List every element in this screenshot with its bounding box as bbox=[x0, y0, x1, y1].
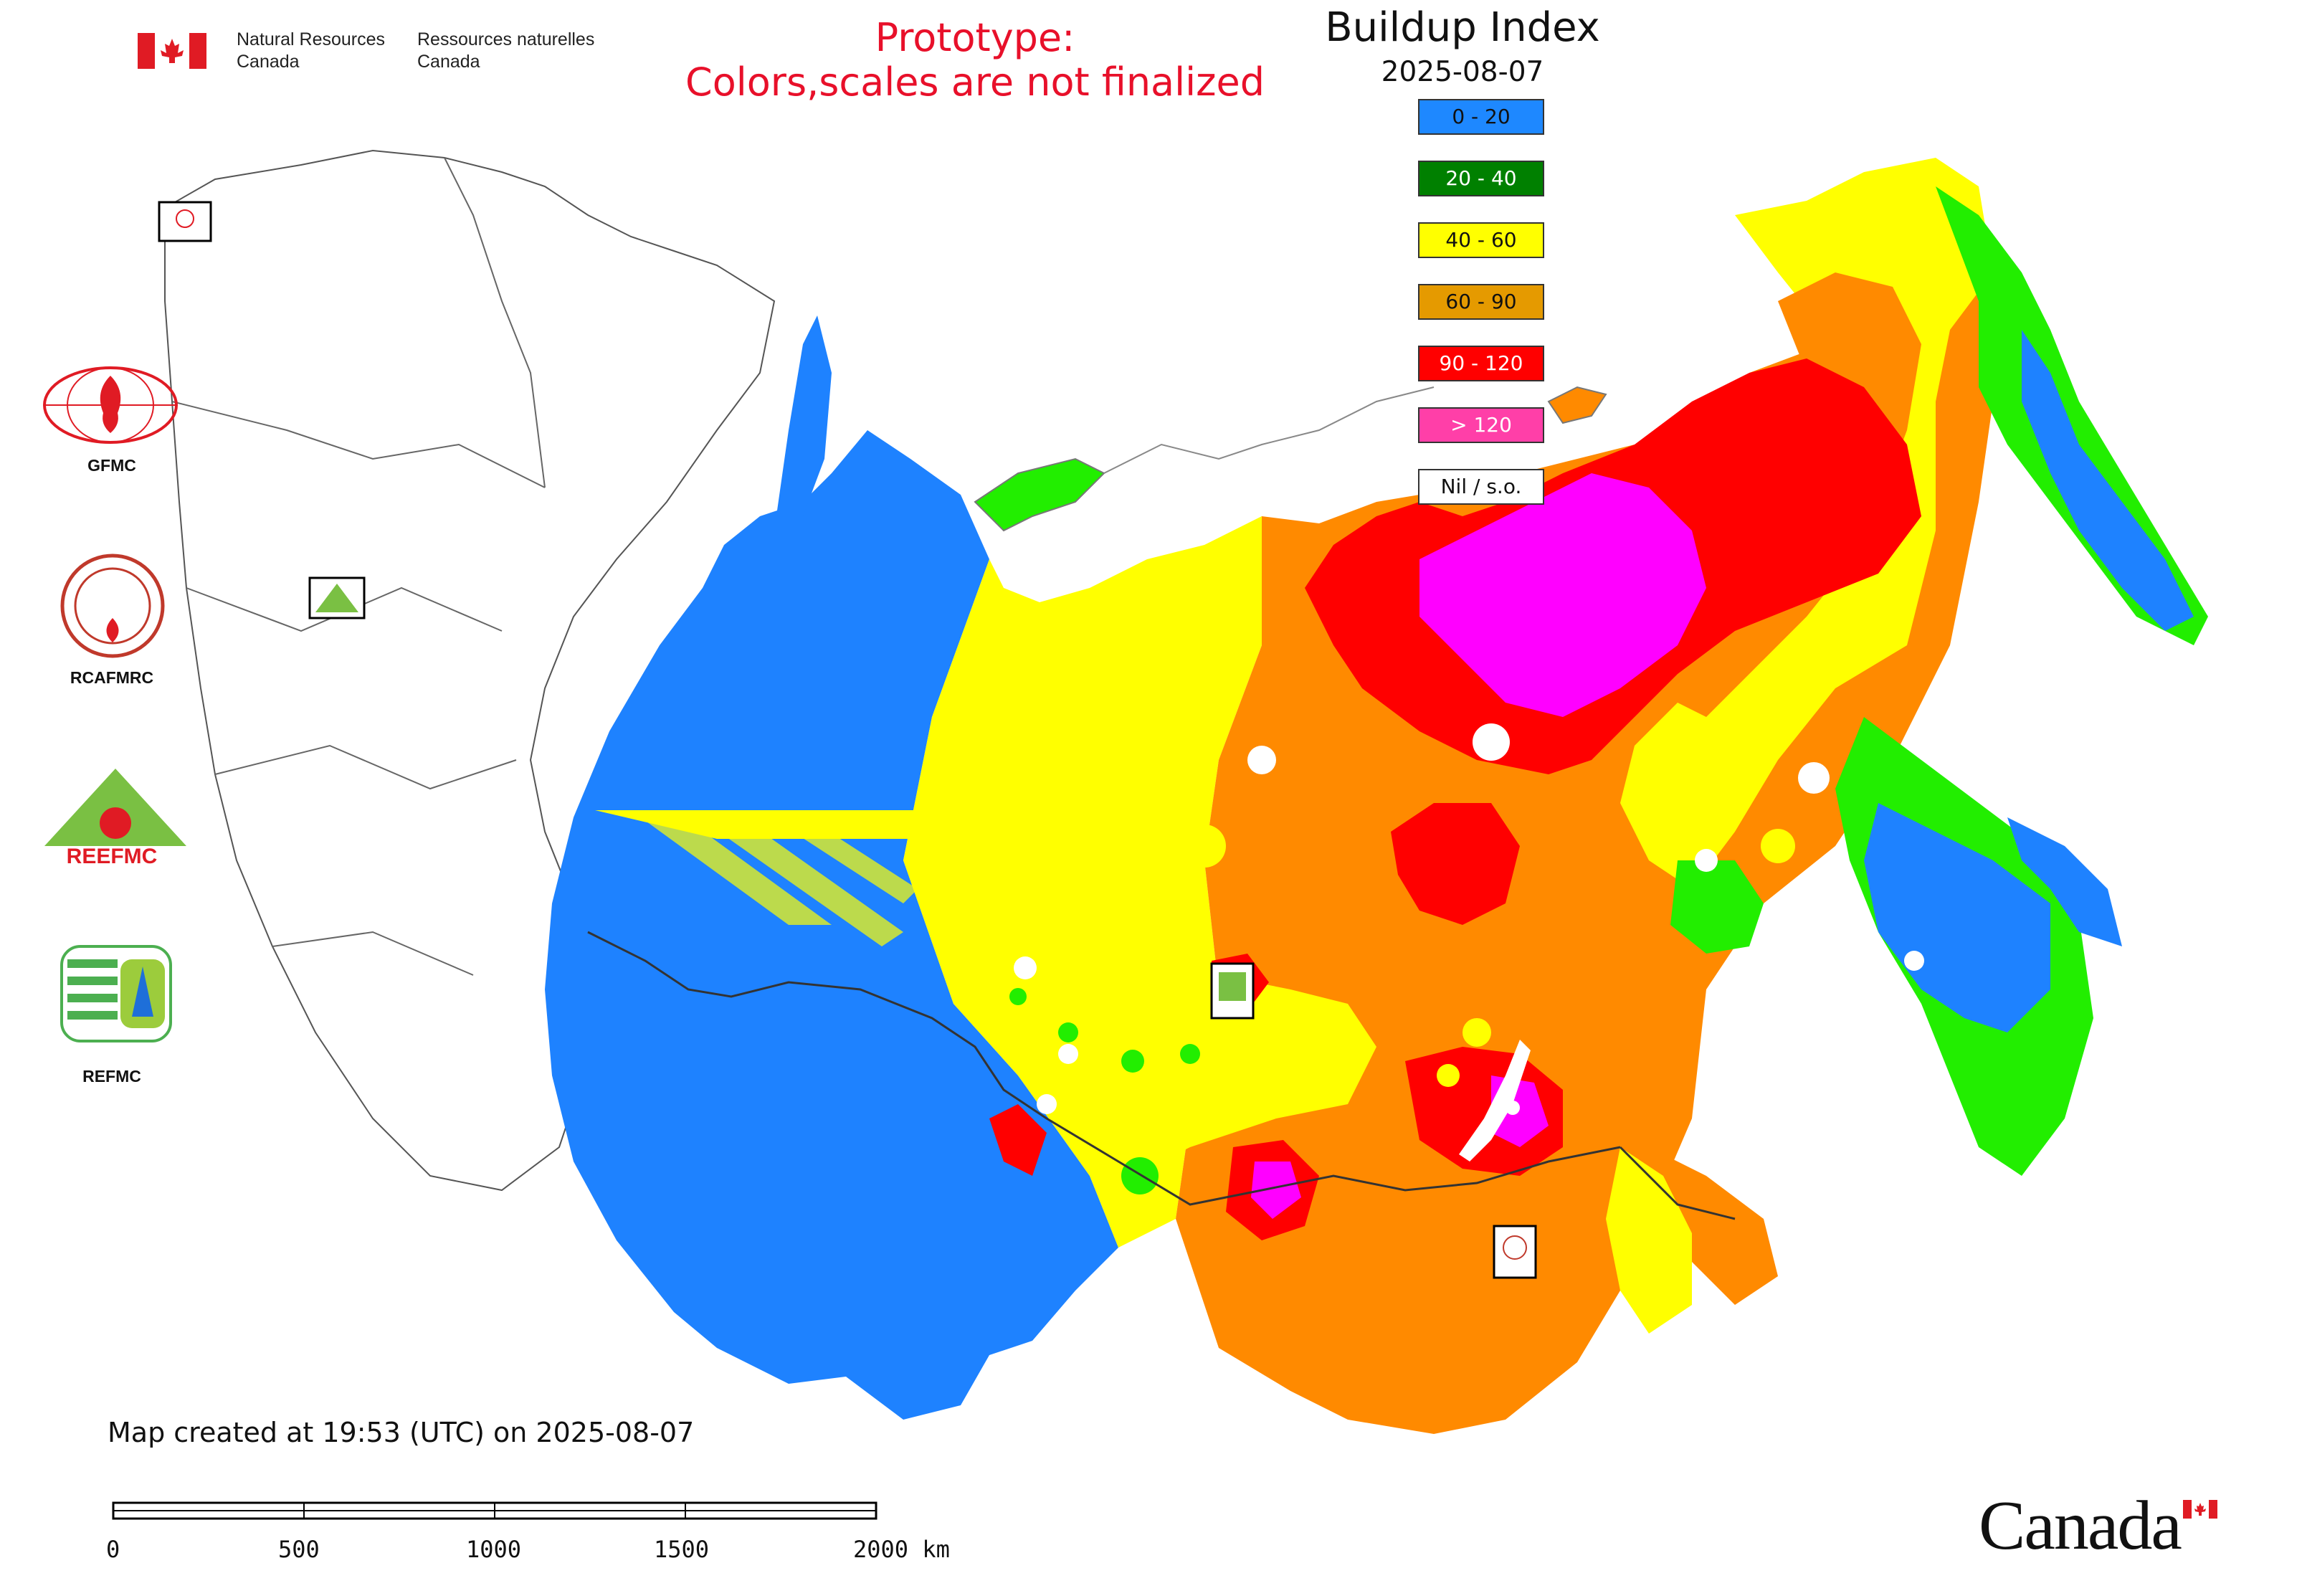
region-90-120-centre bbox=[1391, 803, 1520, 925]
scale-label-2000: 2000 km bbox=[853, 1536, 950, 1563]
green-dot bbox=[1121, 1157, 1159, 1194]
green-dot bbox=[1058, 1022, 1078, 1042]
rcafmrc-marker bbox=[1493, 1225, 1537, 1279]
legend-item-90-120: 90 - 120 bbox=[1418, 346, 1544, 381]
gfmc-logo-icon bbox=[43, 366, 178, 444]
prototype-line1: Prototype: bbox=[875, 15, 1075, 60]
legend-item-gt-120: > 120 bbox=[1418, 407, 1544, 443]
prototype-notice: Prototype: Colors,scales are not finaliz… bbox=[617, 16, 1333, 105]
reefmc-logo-icon bbox=[44, 769, 186, 865]
rcafmrc-logo-icon bbox=[60, 554, 165, 658]
region-40-60-south bbox=[1018, 975, 1376, 1176]
map-created-text: Map created at 19:53 (UTC) on 2025-08-07 bbox=[108, 1417, 695, 1448]
gov-name-english: Natural Resources Canada bbox=[237, 29, 385, 73]
legend-item-nil: Nil / s.o. bbox=[1418, 469, 1544, 505]
region-gt-120-north bbox=[1419, 473, 1706, 717]
gov-name-french: Ressources naturelles Canada bbox=[417, 29, 594, 73]
canada-flag-icon bbox=[138, 33, 206, 69]
gov-fr-line1: Ressources naturelles bbox=[417, 29, 595, 49]
canada-wordmark: Canada bbox=[1979, 1487, 2182, 1564]
prototype-line2: Colors,scales are not finalized bbox=[685, 60, 1265, 105]
yellow-dot bbox=[1761, 829, 1795, 863]
refmc-logo-icon bbox=[60, 945, 172, 1042]
region-0-20-sakhalin bbox=[2007, 817, 2122, 946]
nil-dot bbox=[1798, 762, 1830, 794]
region-90-120-kazakh bbox=[989, 1104, 1047, 1176]
legend-date: 2025-08-07 bbox=[1381, 56, 1544, 88]
nil-dot bbox=[1037, 1094, 1057, 1114]
green-dot bbox=[1009, 988, 1027, 1005]
novaya-zemlya bbox=[974, 457, 1105, 532]
northern-coastline bbox=[1103, 386, 1435, 474]
reefmc-label: REEFMC bbox=[66, 845, 158, 868]
region-0-20-fareast bbox=[1864, 803, 2050, 1032]
gov-en-line1: Natural Resources bbox=[237, 29, 386, 49]
scale-bar bbox=[112, 1501, 877, 1520]
refmc-label: REFMC bbox=[82, 1067, 141, 1086]
legend-item-20-40: 20 - 40 bbox=[1418, 161, 1544, 196]
reefmc-marker bbox=[308, 576, 366, 619]
legend-item-60-90: 60 - 90 bbox=[1418, 284, 1544, 320]
legend-title: Buildup Index bbox=[1325, 4, 1600, 51]
yellow-dot bbox=[1462, 1018, 1491, 1047]
lake-baikal bbox=[1459, 1040, 1531, 1162]
scale-label-0: 0 bbox=[106, 1536, 120, 1563]
gfmc-label: GFMC bbox=[87, 456, 136, 475]
scale-label-500: 500 bbox=[278, 1536, 320, 1563]
gov-fr-line2: Canada bbox=[417, 52, 480, 72]
region-60-90-manchuria bbox=[1649, 1147, 1778, 1305]
region-40-60-korea bbox=[1606, 1147, 1692, 1334]
gfmc-marker bbox=[158, 201, 212, 242]
north-islands bbox=[1547, 386, 1607, 424]
yellow-dot bbox=[1437, 1064, 1460, 1087]
stripe-artifact bbox=[595, 810, 961, 946]
gov-en-line2: Canada bbox=[237, 52, 300, 72]
region-gt-120-mongolia bbox=[1251, 1162, 1301, 1219]
yellow-dot bbox=[1183, 825, 1226, 868]
nil-dot bbox=[1247, 746, 1276, 774]
nil-dot bbox=[1473, 723, 1510, 761]
border-line bbox=[587, 931, 1736, 1220]
refmc-marker bbox=[1210, 962, 1255, 1020]
green-dot bbox=[1180, 1044, 1200, 1064]
region-0-20-finland bbox=[774, 315, 832, 531]
canada-wordmark-flag-icon bbox=[2183, 1500, 2217, 1519]
region-0-20-kamchatka bbox=[2022, 330, 2194, 631]
rcafmrc-label: RCAFMRC bbox=[70, 668, 154, 687]
legend-item-0-20: 0 - 20 bbox=[1418, 99, 1544, 135]
legend-item-40-60: 40 - 60 bbox=[1418, 222, 1544, 258]
region-20-40-amur bbox=[1670, 860, 1764, 954]
scale-label-1500: 1500 bbox=[654, 1536, 710, 1563]
nil-dot bbox=[1014, 956, 1037, 979]
green-dot bbox=[1121, 1050, 1144, 1073]
nil-dot bbox=[1904, 951, 1924, 971]
scale-label-1000: 1000 bbox=[466, 1536, 522, 1563]
nil-dot bbox=[1695, 849, 1718, 872]
nil-dot bbox=[1058, 1044, 1078, 1064]
